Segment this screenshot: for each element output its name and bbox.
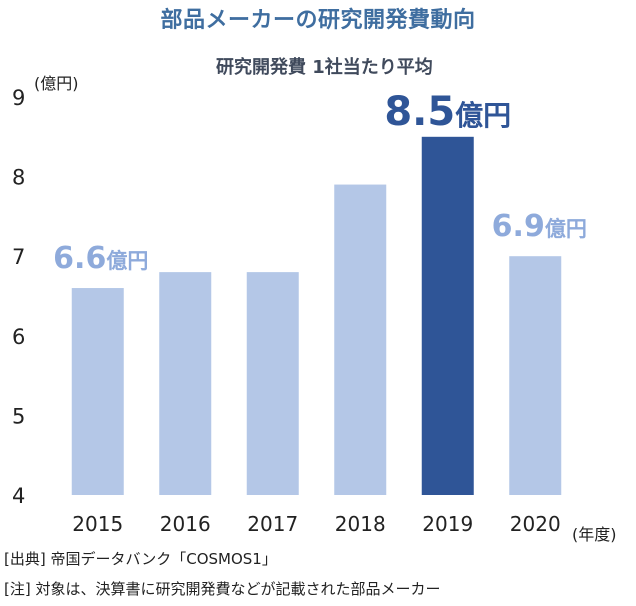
chart-title: 部品メーカーの研究開発費動向 [160, 8, 476, 33]
bar-2020 [509, 256, 562, 495]
data-label-2015: 6.6億円 [53, 241, 148, 276]
x-tick-label: 2017 [247, 512, 298, 536]
x-tick-label: 2019 [422, 512, 473, 536]
data-label-2020: 6.9億円 [492, 209, 587, 244]
y-tick-label: 9 [12, 86, 25, 110]
data-label-2019: 8.5億円 [384, 89, 511, 135]
y-tick-label: 6 [12, 325, 25, 349]
bar-2019 [421, 136, 474, 496]
x-tick-label: 2015 [72, 512, 123, 536]
y-tick-label: 7 [12, 245, 25, 269]
x-axis-unit-label: (年度) [572, 525, 617, 544]
bar-2018 [334, 184, 387, 495]
chart-subtitle: 研究開発費 1社当たり平均 [216, 57, 433, 78]
y-tick-label: 4 [12, 484, 25, 508]
bar-2015 [71, 288, 124, 495]
bar-2017 [246, 272, 299, 495]
source-note: [出典] 帝国データバンク「COSMOS1」 [4, 550, 277, 568]
y-tick-label: 5 [12, 404, 25, 428]
y-tick-label: 8 [12, 166, 25, 190]
remark-note: [注] 対象は、決算書に研究開発費などが記載された部品メーカー [4, 580, 441, 598]
y-axis-unit-label: (億円) [34, 74, 79, 93]
bar-chart: 4 5 6 7 8 9 2015 2016 2017 2018 2019 2020 6.6億円 8.5億円… [12, 86, 587, 536]
x-tick-label: 2020 [510, 512, 561, 536]
bar-2016 [159, 272, 212, 495]
x-tick-label: 2018 [335, 512, 386, 536]
x-tick-label: 2016 [160, 512, 211, 536]
